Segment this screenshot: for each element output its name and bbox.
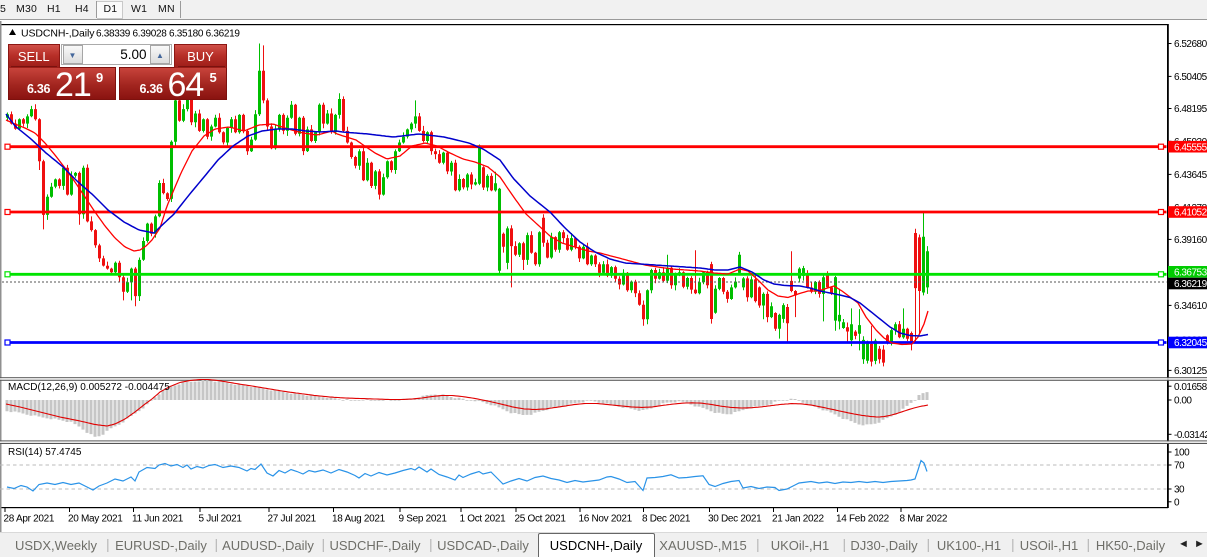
svg-text:6.36219: 6.36219 — [1174, 279, 1207, 290]
svg-text:30 Dec 2021: 30 Dec 2021 — [708, 514, 762, 525]
svg-text:5 Jul 2021: 5 Jul 2021 — [199, 514, 243, 525]
svg-text:6.39160: 6.39160 — [1174, 235, 1207, 246]
svg-text:16 Nov 2021: 16 Nov 2021 — [579, 514, 633, 525]
svg-text:RSI(14) 57.4745: RSI(14) 57.4745 — [8, 447, 82, 458]
svg-text:6.50405: 6.50405 — [1174, 72, 1207, 83]
svg-text:6.34610: 6.34610 — [1174, 301, 1207, 312]
svg-text:21 Jan 2022: 21 Jan 2022 — [772, 514, 824, 525]
svg-text:70: 70 — [1174, 461, 1185, 472]
svg-text:6.36753: 6.36753 — [1174, 267, 1207, 278]
svg-text:0.00: 0.00 — [1174, 396, 1192, 407]
svg-text:100: 100 — [1174, 448, 1190, 459]
svg-text:-0.03142: -0.03142 — [1174, 430, 1207, 441]
svg-text:6.48195: 6.48195 — [1174, 104, 1207, 115]
svg-text:20 May 2021: 20 May 2021 — [68, 514, 123, 525]
svg-text:30: 30 — [1174, 485, 1185, 496]
svg-text:6.52680: 6.52680 — [1174, 39, 1207, 50]
svg-text:6.38339 6.39028 6.35180 6.3621: 6.38339 6.39028 6.35180 6.36219 — [96, 29, 240, 40]
svg-text:9 Sep 2021: 9 Sep 2021 — [399, 514, 448, 525]
svg-text:25 Oct 2021: 25 Oct 2021 — [515, 514, 567, 525]
svg-text:6.41052: 6.41052 — [1174, 208, 1207, 219]
svg-text:28 Apr 2021: 28 Apr 2021 — [4, 514, 55, 525]
svg-text:6.45555: 6.45555 — [1174, 142, 1207, 153]
svg-text:USDCNH-,Daily: USDCNH-,Daily — [21, 28, 95, 40]
svg-text:6.30125: 6.30125 — [1174, 366, 1207, 377]
svg-text:8 Dec 2021: 8 Dec 2021 — [642, 514, 691, 525]
svg-text:18 Aug 2021: 18 Aug 2021 — [332, 514, 386, 525]
svg-text:6.32045: 6.32045 — [1174, 338, 1207, 349]
svg-text:0.016586: 0.016586 — [1174, 382, 1207, 393]
svg-text:1 Oct 2021: 1 Oct 2021 — [460, 514, 507, 525]
svg-text:8 Mar 2022: 8 Mar 2022 — [900, 514, 948, 525]
svg-text:14 Feb 2022: 14 Feb 2022 — [836, 514, 890, 525]
svg-text:11 Jun 2021: 11 Jun 2021 — [132, 514, 184, 525]
svg-text:27 Jul 2021: 27 Jul 2021 — [268, 514, 317, 525]
svg-text:MACD(12,26,9) 0.005272 -0.0044: MACD(12,26,9) 0.005272 -0.004475 — [8, 382, 170, 393]
svg-text:0: 0 — [1174, 497, 1180, 508]
svg-text:6.43645: 6.43645 — [1174, 170, 1207, 181]
